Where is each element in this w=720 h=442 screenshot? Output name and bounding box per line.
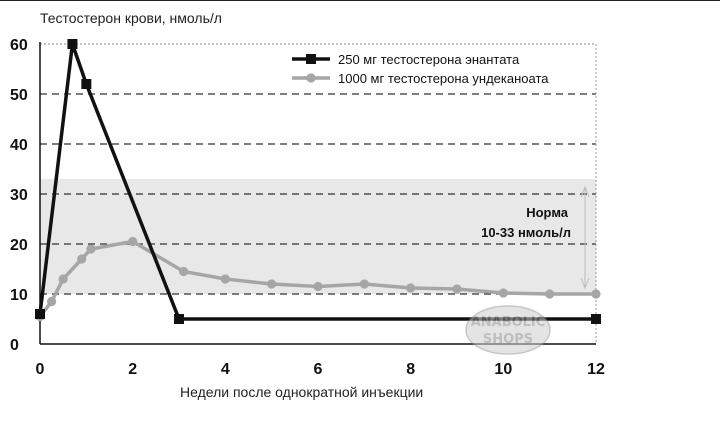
legend-label-undecanoate: 1000 мг тестостерона ундеканоата: [338, 71, 549, 86]
point-undecanoate: [406, 283, 416, 293]
point-undecanoate: [86, 244, 96, 254]
point-enanthate: [174, 314, 184, 324]
series-line-undecanoate: [38, 239, 596, 318]
x-tick-label: 12: [587, 361, 605, 378]
y-axis-label: Тестостерон крови, нмоль/л: [40, 10, 222, 26]
y-tick-label: 10: [10, 287, 28, 304]
y-tick-label: 40: [10, 137, 28, 154]
point-undecanoate: [46, 296, 57, 307]
point-enanthate: [591, 314, 601, 324]
point-enanthate: [81, 79, 92, 89]
x-tick-label: 8: [406, 361, 415, 378]
point-undecanoate: [179, 266, 189, 277]
y-tick-labels: 0 10 20 30 40 50 60: [10, 37, 28, 354]
watermark-logo: ANABOLIC SHOPS: [465, 305, 551, 355]
point-undecanoate: [545, 289, 555, 299]
point-undecanoate: [452, 284, 462, 294]
x-tick-label: 0: [36, 361, 45, 378]
legend-marker-undecanoate: [306, 73, 316, 83]
x-tick-labels: 0 2 4 6 8 10 12: [36, 361, 605, 378]
point-undecanoate: [359, 279, 369, 289]
norm-arrow-head-top: [580, 185, 590, 198]
x-tick-label: 2: [128, 361, 137, 378]
watermark-line1: ANABOLIC: [471, 315, 546, 330]
top-border-line: [0, 0, 720, 1]
point-enanthate: [67, 39, 78, 49]
point-undecanoate: [267, 279, 277, 289]
x-axis-label: Недели после однократной инъекции: [180, 384, 424, 400]
watermark-line2: SHOPS: [483, 332, 533, 347]
y-tick-label: 20: [10, 237, 28, 254]
point-undecanoate: [220, 274, 230, 284]
y-tick-label: 0: [10, 337, 19, 354]
x-tick-label: 4: [221, 361, 230, 378]
point-undecanoate: [58, 274, 68, 284]
norm-label-range: 10-33 нмоль/л: [481, 225, 571, 240]
x-tick-label: 10: [494, 361, 512, 378]
point-undecanoate: [591, 289, 601, 299]
legend-label-enanthate: 250 мг тестостерона энантата: [338, 52, 520, 67]
point-undecanoate: [498, 288, 508, 298]
norm-annotation: Норма 10-33 нмоль/л: [481, 185, 590, 290]
legend-marker-enanthate: [306, 54, 316, 64]
data-series: [35, 39, 601, 324]
y-tick-label: 60: [10, 37, 28, 54]
point-undecanoate: [313, 281, 323, 292]
norm-arrow-head-bottom: [580, 277, 590, 290]
point-enanthate: [35, 309, 45, 319]
point-undecanoate: [128, 236, 138, 247]
norm-label-title: Норма: [526, 205, 569, 220]
grid-lines: [40, 43, 596, 295]
point-undecanoate: [77, 254, 87, 264]
x-tick-label: 6: [314, 361, 323, 378]
legend: 250 мг тестостерона энантата 1000 мг тес…: [292, 52, 549, 86]
y-tick-label: 30: [10, 187, 28, 204]
y-tick-label: 50: [10, 87, 28, 104]
